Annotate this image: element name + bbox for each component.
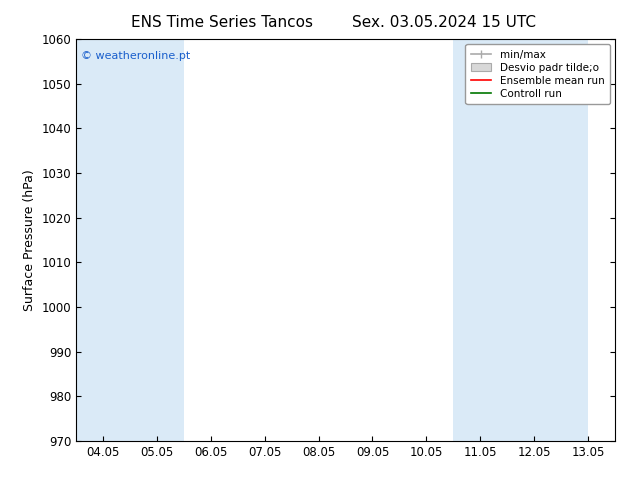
Bar <box>507 39 561 441</box>
Bar <box>76 39 130 441</box>
Bar <box>561 39 588 441</box>
Y-axis label: Surface Pressure (hPa): Surface Pressure (hPa) <box>23 169 36 311</box>
Legend: min/max, Desvio padr tilde;o, Ensemble mean run, Controll run: min/max, Desvio padr tilde;o, Ensemble m… <box>465 45 610 104</box>
Bar <box>130 39 184 441</box>
Text: ENS Time Series Tancos: ENS Time Series Tancos <box>131 15 313 30</box>
Text: Sex. 03.05.2024 15 UTC: Sex. 03.05.2024 15 UTC <box>352 15 536 30</box>
Text: © weatheronline.pt: © weatheronline.pt <box>81 51 191 61</box>
Bar <box>453 39 507 441</box>
